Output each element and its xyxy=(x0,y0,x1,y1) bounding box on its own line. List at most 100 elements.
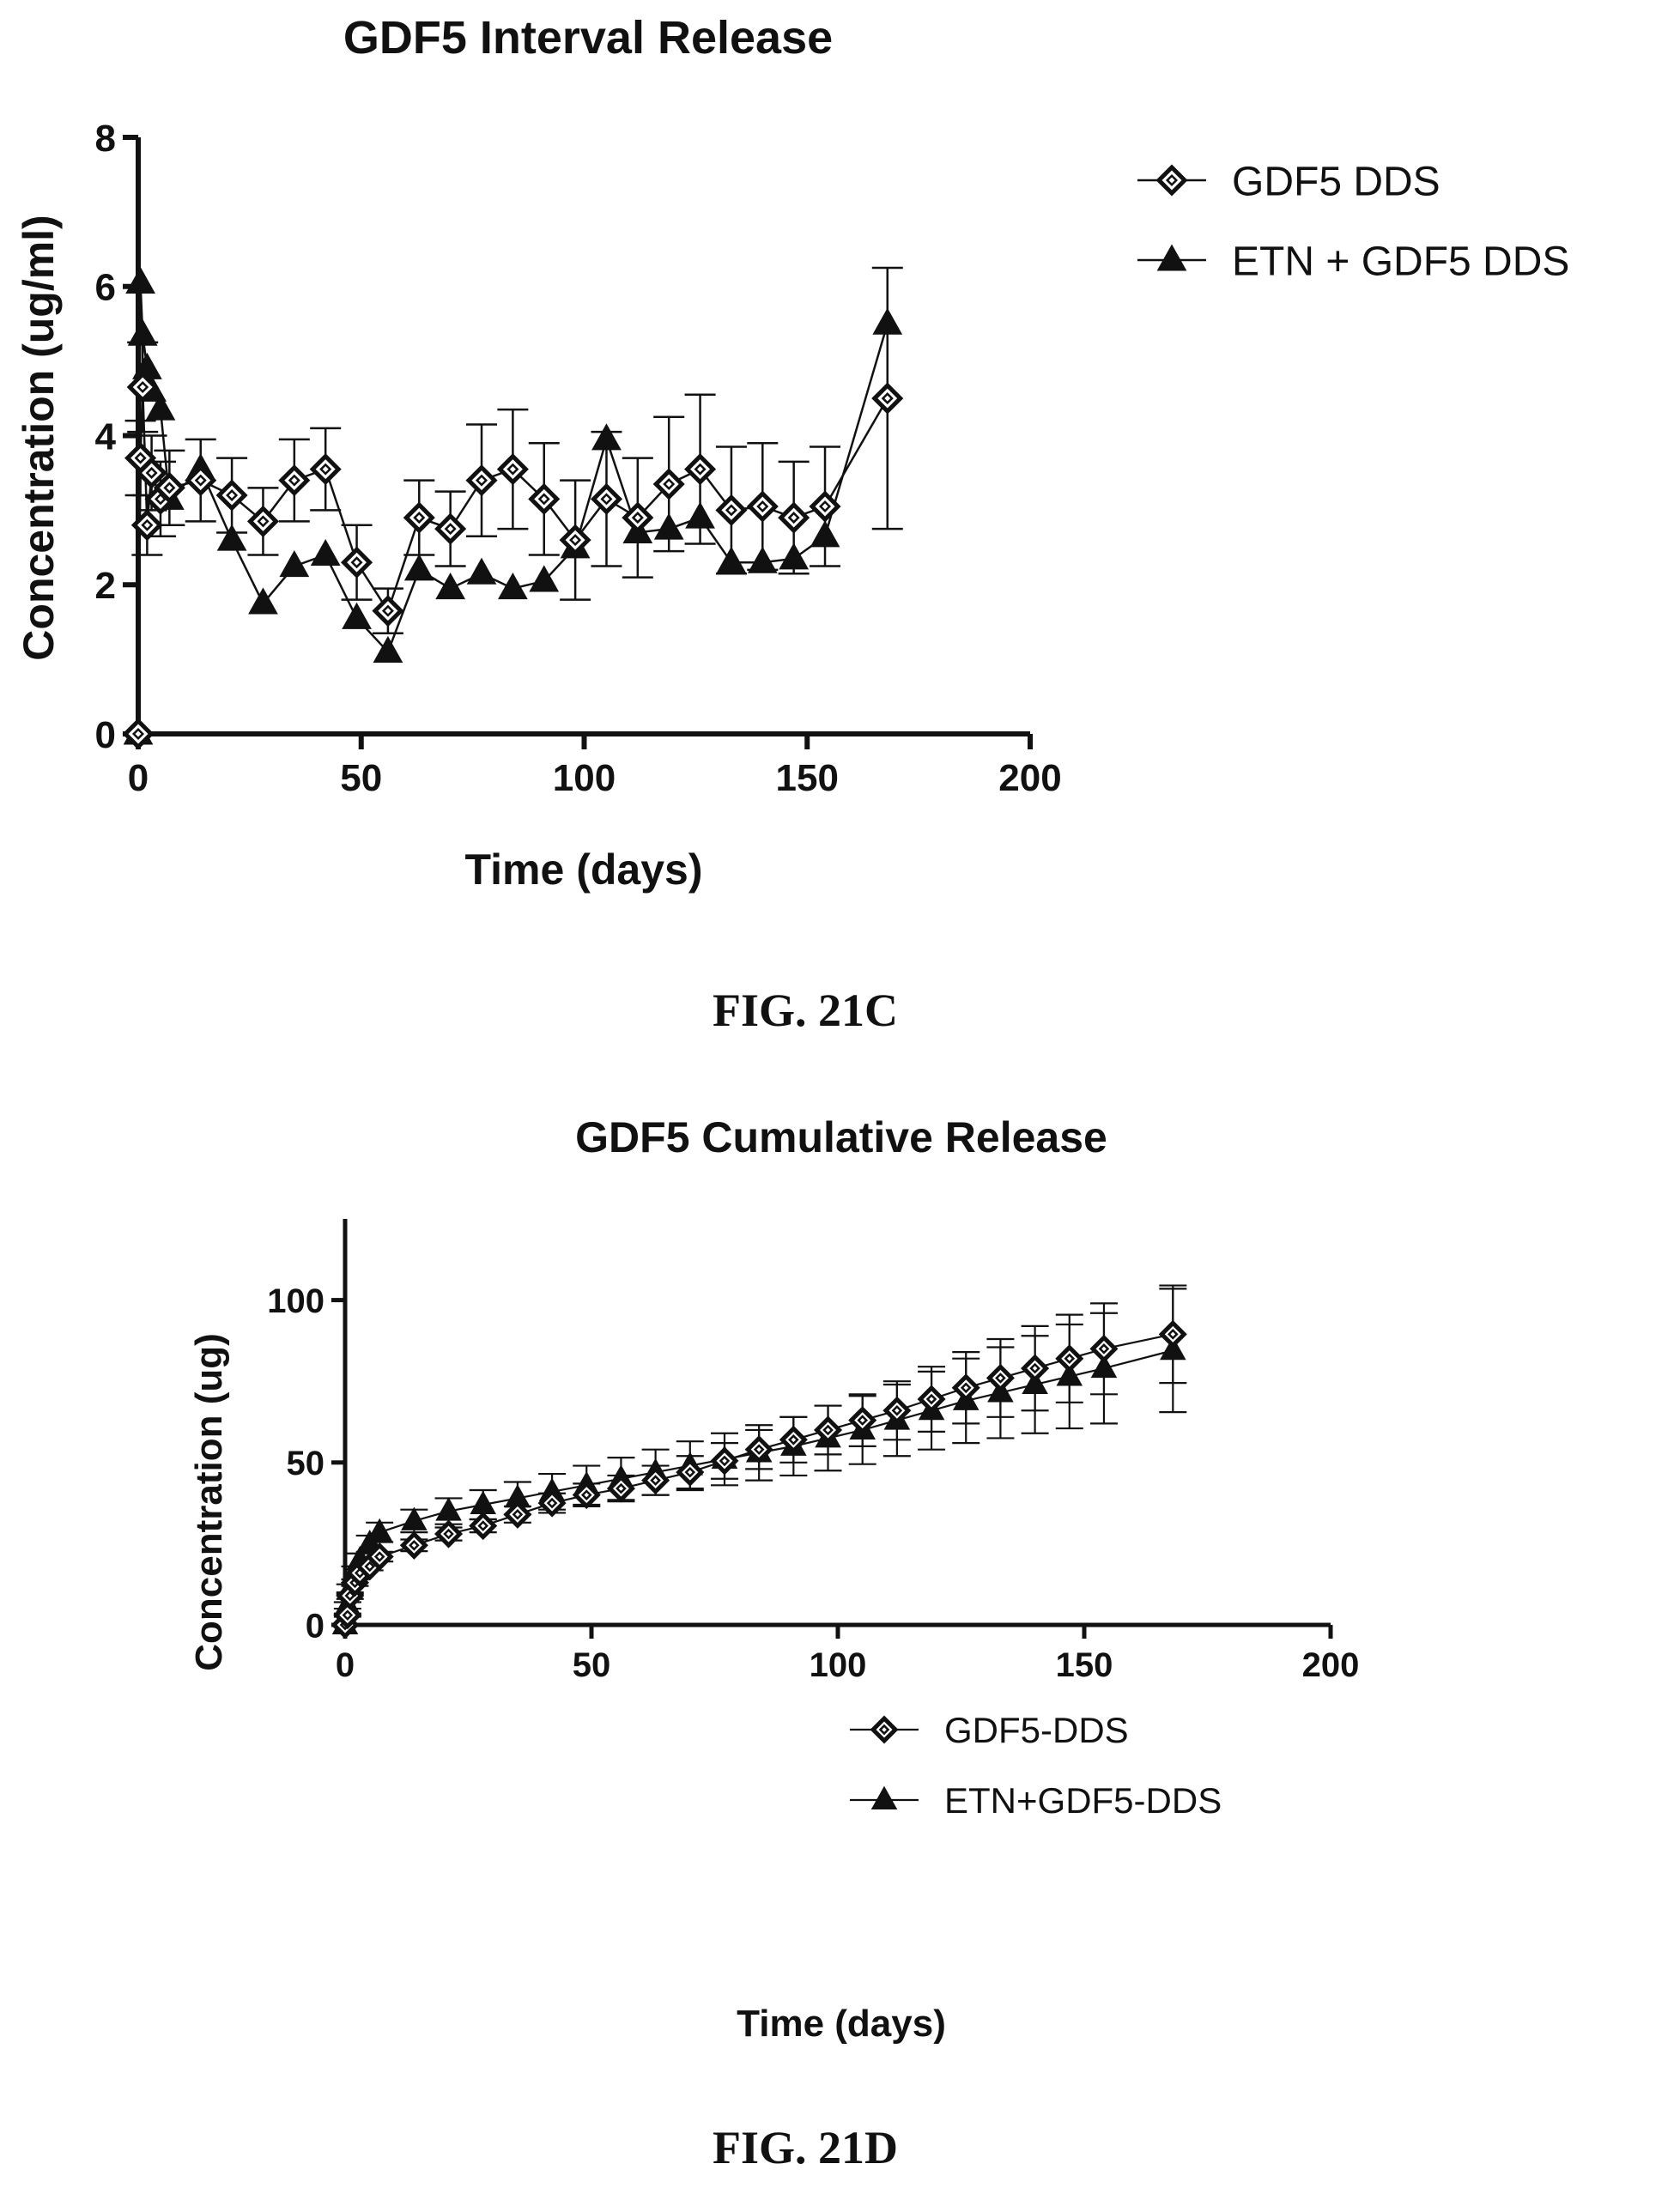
data-point-inner xyxy=(136,381,149,394)
data-point-inner xyxy=(650,1475,661,1486)
legend-marker-inner xyxy=(1165,173,1179,187)
data-point-inner xyxy=(1168,1329,1179,1340)
data-point-inner xyxy=(141,518,154,531)
legend-label: GDF5 DDS xyxy=(1232,159,1440,204)
data-point-inner xyxy=(1064,1353,1076,1365)
data-point-inner xyxy=(194,474,207,487)
data-point-inner xyxy=(131,727,145,741)
data-point-inner xyxy=(506,463,519,476)
data-point-inner xyxy=(756,500,769,513)
data-point-inner xyxy=(381,604,394,617)
data-point-inner xyxy=(891,1404,903,1416)
data-point-inner xyxy=(537,493,550,506)
data-point xyxy=(373,635,403,663)
data-point xyxy=(145,393,176,421)
legend-item: GDF5-DDS xyxy=(850,1710,1129,1750)
x-tick-label: 0 xyxy=(128,757,149,799)
data-point xyxy=(310,538,341,567)
interval-release-chart: GDF5 Interval Release Time (days) Concen… xyxy=(15,12,1569,894)
series-line xyxy=(343,1349,1174,1626)
legend-item: ETN + GDF5 DDS xyxy=(1137,239,1569,284)
data-point xyxy=(403,554,434,581)
x-tick-label: 150 xyxy=(776,757,839,799)
data-point-inner xyxy=(753,1444,765,1455)
data-point-inner xyxy=(444,523,457,536)
data-point xyxy=(366,1518,393,1543)
data-point-inner xyxy=(719,1455,731,1467)
y-tick-label: 8 xyxy=(95,118,116,160)
data-point-inner xyxy=(512,1509,524,1520)
y-axis-label-cumulative: Concentration (ug) xyxy=(188,1333,230,1671)
data-point-inner xyxy=(134,452,147,464)
y-tick-label: 100 xyxy=(267,1282,324,1320)
x-tick-label: 200 xyxy=(998,757,1061,799)
data-point-inner xyxy=(1098,1343,1110,1355)
y-tick-label: 2 xyxy=(95,565,116,607)
data-point xyxy=(401,1506,428,1530)
data-point-inner xyxy=(350,556,363,569)
data-point-inner xyxy=(364,1561,376,1573)
data-point-inner xyxy=(684,1466,696,1478)
data-point-inner xyxy=(995,1373,1006,1384)
chart-title-interval: GDF5 Interval Release xyxy=(343,12,833,64)
data-point xyxy=(279,549,310,578)
x-tick-label: 150 xyxy=(1056,1646,1113,1684)
data-point xyxy=(342,602,372,629)
data-point xyxy=(248,587,278,615)
y-tick-label: 0 xyxy=(306,1607,324,1645)
y-tick-label: 0 xyxy=(95,714,116,756)
legend-item: ETN+GDF5-DDS xyxy=(850,1780,1222,1821)
data-point-inner xyxy=(373,1551,385,1562)
data-point-inner xyxy=(788,1433,799,1446)
legend-item: GDF5 DDS xyxy=(1137,159,1440,204)
data-point xyxy=(127,318,158,346)
data-point-inner xyxy=(319,463,332,476)
data-point-inner xyxy=(569,534,582,547)
data-point-inner xyxy=(443,1528,454,1540)
x-tick-label: 50 xyxy=(573,1646,611,1684)
data-point-inner xyxy=(546,1497,558,1509)
data-point-inner xyxy=(881,392,894,405)
data-point-inner xyxy=(857,1415,869,1426)
series-diamond xyxy=(122,266,904,750)
data-point xyxy=(216,524,247,551)
data-point-inner xyxy=(580,1489,592,1500)
data-point-inner xyxy=(600,493,613,506)
x-axis-label-interval: Time (days) xyxy=(465,846,703,894)
data-point-inner xyxy=(226,488,239,502)
data-point-inner xyxy=(409,1539,420,1551)
x-tick-label: 0 xyxy=(336,1646,355,1684)
data-point-inner xyxy=(819,500,832,513)
legend-label: ETN+GDF5-DDS xyxy=(944,1780,1222,1821)
data-point-inner xyxy=(925,1393,937,1405)
data-point-inner xyxy=(342,1609,354,1621)
legend-marker xyxy=(1156,244,1187,271)
legend-label: ETN + GDF5 DDS xyxy=(1232,239,1569,284)
cumulative-release-chart: GDF5 Cumulative Release Time (days) Conc… xyxy=(188,1113,1359,2045)
data-point-inner xyxy=(663,477,676,490)
y-tick-label: 6 xyxy=(95,267,116,309)
x-tick-label: 100 xyxy=(553,757,616,799)
x-tick-label: 200 xyxy=(1302,1646,1360,1684)
data-point xyxy=(498,573,528,600)
data-point-inner xyxy=(725,504,737,517)
data-point-inner xyxy=(960,1382,972,1394)
x-tick-label: 50 xyxy=(340,757,382,799)
figure-caption-21c: FIG. 21C xyxy=(713,985,898,1036)
data-point xyxy=(466,557,497,585)
figure-caption-21d: FIG. 21D xyxy=(713,2122,898,2173)
data-point xyxy=(125,266,155,294)
legend-marker-inner xyxy=(878,1724,890,1736)
data-point-inner xyxy=(163,482,176,494)
series-diamond xyxy=(331,1284,1187,1639)
data-point-inner xyxy=(631,512,644,524)
data-point-inner xyxy=(822,1424,834,1436)
y-tick-label: 50 xyxy=(287,1445,325,1482)
legend-marker xyxy=(870,1785,898,1810)
data-point xyxy=(435,573,466,600)
x-tick-label: 100 xyxy=(810,1646,867,1684)
data-point-inner xyxy=(616,1482,627,1494)
legend-label: GDF5-DDS xyxy=(944,1710,1129,1750)
chart-title-cumulative: GDF5 Cumulative Release xyxy=(575,1113,1107,1161)
